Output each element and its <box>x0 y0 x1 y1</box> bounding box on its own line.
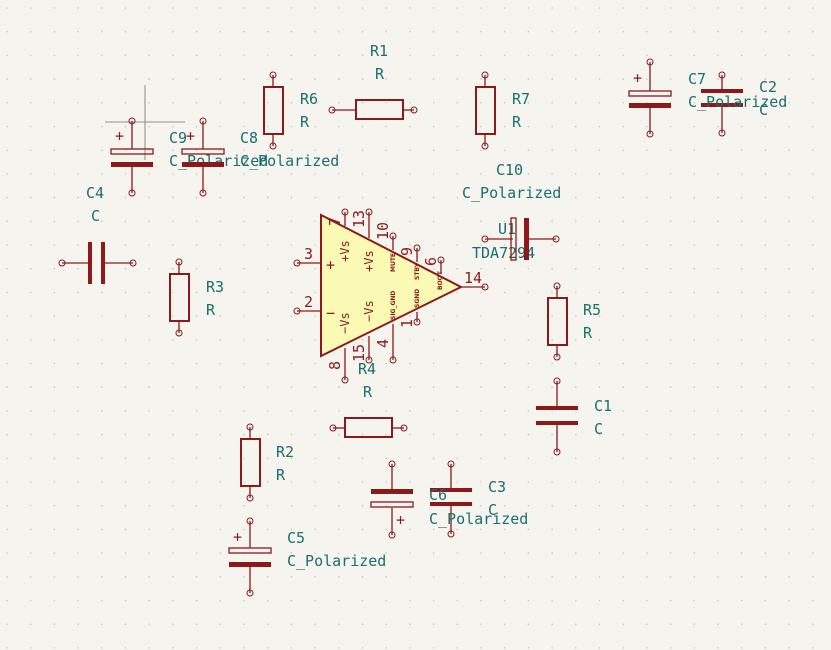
resistor-r7[interactable]: R7 R <box>475 71 530 150</box>
grid-dots <box>6 7 814 649</box>
ref-r5: R5 <box>583 301 601 319</box>
ref-r1: R1 <box>370 42 388 60</box>
value-r5: R <box>583 324 593 342</box>
value-c8: C_Polarized <box>240 152 339 170</box>
capacitor-c6[interactable]: + C6 C_Polarized <box>370 460 528 539</box>
capacitor-c1[interactable]: C1 C <box>536 377 612 456</box>
pin-name-vs-plus-7: +Vs <box>338 240 352 262</box>
resistor-r4[interactable]: R4 R <box>329 360 408 438</box>
svg-text:+: + <box>233 528 242 546</box>
capacitor-c4[interactable]: C4 C <box>58 184 137 284</box>
pin-1: 1 <box>398 319 416 328</box>
value-r6: R <box>300 113 310 131</box>
value-c1: C <box>594 420 603 438</box>
ref-c8: C8 <box>240 129 258 147</box>
ref-c3: C3 <box>488 478 506 496</box>
value-c10: C_Polarized <box>462 184 561 202</box>
ref-u1: U1 <box>498 220 516 238</box>
capacitor-c5[interactable]: + C5 C_Polarized <box>228 517 386 597</box>
value-r2: R <box>276 466 286 484</box>
value-u1: TDA7294 <box>472 244 535 262</box>
ref-c4: C4 <box>86 184 104 202</box>
inverting-sign: − <box>326 304 335 322</box>
ref-r6: R6 <box>300 90 318 108</box>
ref-c10: C10 <box>496 161 523 179</box>
pin-14: 14 <box>464 269 482 287</box>
pin-name-sig-gnd: SIG_GND <box>390 291 397 320</box>
pin-7: 7 <box>326 217 344 226</box>
ref-c1: C1 <box>594 397 612 415</box>
ref-c7: C7 <box>688 70 706 88</box>
value-c7: C_Polarized <box>688 93 787 111</box>
amplifier-u1[interactable]: + − 3 2 14 7 13 10 9 6 8 15 4 1 +Vs +Vs … <box>293 208 535 384</box>
resistor-r3[interactable]: R3 R <box>169 258 224 337</box>
resistor-r5[interactable]: R5 R <box>547 282 601 361</box>
ref-r7: R7 <box>512 90 530 108</box>
pin-name-stby: STBY <box>414 262 421 280</box>
pin-10: 10 <box>374 222 392 240</box>
pin-13: 13 <box>350 210 368 228</box>
ref-r2: R2 <box>276 443 294 461</box>
crosshair-cursor <box>105 85 185 160</box>
value-r7: R <box>512 113 522 131</box>
pin-4: 4 <box>374 339 392 348</box>
value-c5: C_Polarized <box>287 552 386 570</box>
svg-text:+: + <box>115 127 124 145</box>
pin-name-vs-plus-13: +Vs <box>362 250 376 272</box>
pin-6: 6 <box>422 257 440 266</box>
ref-c9: C9 <box>169 129 187 147</box>
amplifier-body <box>320 213 464 358</box>
pin-9: 9 <box>398 247 416 256</box>
pin-15: 15 <box>350 344 368 362</box>
pin-name-vs-minus-15: −Vs <box>362 300 376 322</box>
ref-c5: C5 <box>287 529 305 547</box>
ref-r4: R4 <box>358 360 376 378</box>
svg-text:+: + <box>633 69 642 87</box>
pin-name-vs-minus-8: −Vs <box>338 312 352 334</box>
capacitor-c10[interactable]: C10 C_Polarized <box>462 161 561 261</box>
pin-3: 3 <box>304 245 313 263</box>
pin-name-boot: BOOT <box>437 270 444 290</box>
value-r3: R <box>206 301 216 319</box>
value-c2: C <box>759 101 768 119</box>
capacitor-c3[interactable]: C3 C <box>430 460 506 538</box>
resistor-r1[interactable]: R1 R <box>328 42 418 120</box>
pin-name-sgnd: SGND <box>414 289 421 308</box>
capacitor-c2[interactable]: C2 C <box>701 71 777 137</box>
pin-2: 2 <box>304 293 313 311</box>
pin-8: 8 <box>326 361 344 370</box>
capacitor-c7[interactable]: + C7 C_Polarized <box>628 58 787 138</box>
value-r1: R <box>375 65 385 83</box>
svg-text:+: + <box>396 511 405 529</box>
value-c3: C <box>488 501 497 519</box>
resistor-r6[interactable]: R6 R <box>263 71 318 150</box>
value-r4: R <box>363 383 373 401</box>
value-c4: C <box>91 207 100 225</box>
pin-name-mute: MUTE <box>390 253 397 272</box>
noninverting-sign: + <box>326 256 335 274</box>
value-c6: C_Polarized <box>429 510 528 528</box>
ref-c2: C2 <box>759 78 777 96</box>
ref-r3: R3 <box>206 278 224 296</box>
resistor-r2[interactable]: R2 R <box>240 423 294 502</box>
capacitor-c8[interactable]: + C8 C_Polarized <box>181 117 339 197</box>
ref-c6: C6 <box>429 486 447 504</box>
svg-text:+: + <box>186 127 195 145</box>
